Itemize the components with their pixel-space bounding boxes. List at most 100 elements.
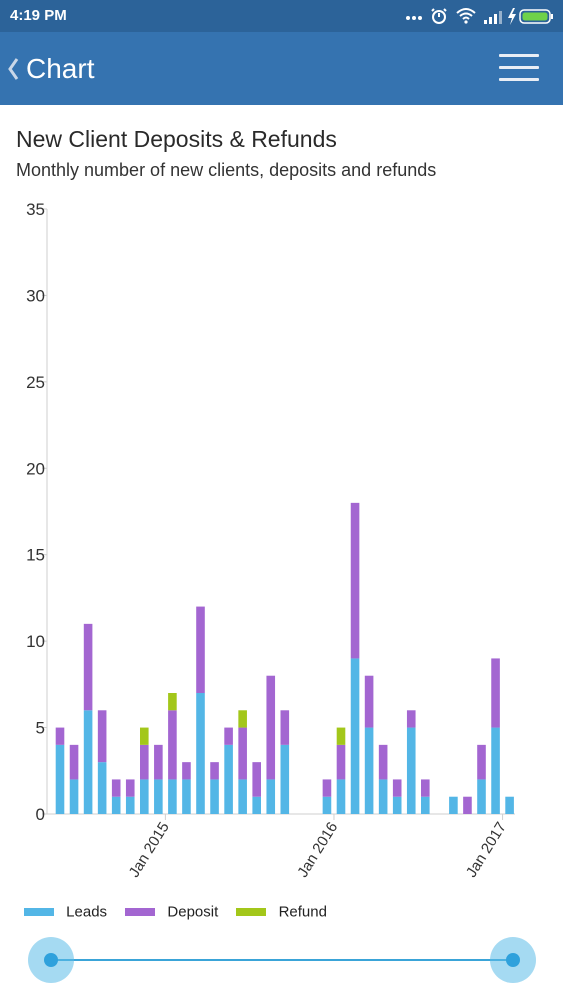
y-tick-label: 20 [26,459,45,478]
charging-icon [508,8,516,25]
bar-segment-deposit[interactable] [266,675,276,780]
bar-segment-deposit[interactable] [392,779,402,797]
y-tick-label: 30 [26,286,45,305]
bar-segment-leads[interactable] [392,796,402,814]
y-tick-label: 15 [26,546,45,565]
y-tick-label: 10 [26,632,45,651]
bar-segment-deposit[interactable] [125,779,135,797]
bar-segment-leads[interactable] [505,796,514,814]
range-start-handle[interactable] [28,937,74,983]
legend-label: Deposit [167,903,219,921]
handle-dot [506,953,520,967]
bar-segment-deposit[interactable] [378,744,388,780]
bar-segment-deposit[interactable] [406,710,416,728]
bar-segment-leads[interactable] [69,779,79,814]
bar-segment-refund[interactable] [336,727,346,745]
bar-segment-refund[interactable] [168,693,177,711]
legend-item-leads[interactable]: Leads [24,903,107,921]
status-icons [405,4,555,28]
legend-swatch-refund [236,908,267,917]
bar-segment-deposit[interactable] [463,796,472,814]
x-tick-label: Jan 2015 [126,819,173,880]
bar-segment-leads[interactable] [210,779,219,814]
bar-segment-leads[interactable] [406,727,416,814]
bar-segment-leads[interactable] [238,779,247,814]
hamburger-menu-icon[interactable] [499,54,539,84]
app-bar: Chart [0,32,563,105]
bar-segment-leads[interactable] [477,779,486,814]
bar-segment-leads[interactable] [266,779,276,814]
bar-segment-leads[interactable] [97,762,107,814]
bar-segment-leads[interactable] [252,796,261,814]
y-tick-label: 35 [26,200,45,219]
bar-segment-leads[interactable] [491,727,500,814]
app-title: Chart [26,53,95,84]
signal-icon [484,11,502,24]
handle-dot [44,953,58,967]
bar-segment-deposit[interactable] [491,658,500,728]
bar-segment-deposit[interactable] [196,606,205,693]
bar-segment-leads[interactable] [364,727,374,814]
bar-segment-leads[interactable] [168,779,177,814]
status-time: 4:19 PM [10,7,67,24]
bar-segment-deposit[interactable] [350,502,360,659]
bar-segment-leads[interactable] [336,779,346,814]
menu-line [499,54,539,57]
bar-segment-leads[interactable] [83,710,93,814]
bar-segment-deposit[interactable] [421,779,430,797]
legend-label: Refund [278,903,327,921]
bar-segment-leads[interactable] [322,796,332,814]
battery-icon [519,9,553,24]
wifi-icon [456,8,476,20]
bar-segment-deposit[interactable] [55,727,65,745]
bar-segment-leads[interactable] [350,658,360,814]
alarm-icon [431,8,447,24]
bar-segment-leads[interactable] [111,796,121,814]
back-chevron-icon[interactable] [6,56,20,82]
range-slider[interactable] [28,936,536,984]
bar-segment-deposit[interactable] [140,744,149,780]
bar-segment-leads[interactable] [421,796,430,814]
bar-segment-deposit[interactable] [336,744,346,780]
bar-segment-leads[interactable] [449,796,458,814]
bar-segment-deposit[interactable] [168,710,177,780]
bar-segment-refund[interactable] [140,727,149,745]
bar-segment-deposit[interactable] [111,779,121,797]
x-tick-label: Jan 2016 [294,819,341,880]
menu-line [499,78,539,81]
legend: Leads Deposit Refund [24,903,341,923]
bar-segment-leads[interactable] [280,744,290,814]
legend-item-deposit[interactable]: Deposit [125,903,218,921]
range-end-handle[interactable] [490,937,536,983]
bar-segment-refund[interactable] [238,710,247,728]
bar-segment-leads[interactable] [182,779,191,814]
bar-segment-deposit[interactable] [477,744,486,780]
bar-segment-deposit[interactable] [364,675,374,728]
bar-segment-leads[interactable] [224,744,233,814]
bar-segment-deposit[interactable] [252,762,261,797]
bar-segment-deposit[interactable] [280,710,290,745]
legend-swatch-deposit [125,908,156,917]
bar-segment-deposit[interactable] [97,710,107,763]
legend-swatch-leads [24,908,54,917]
bar-segment-deposit[interactable] [210,762,219,780]
y-tick-label: 5 [36,719,45,738]
legend-item-refund[interactable]: Refund [236,903,327,921]
y-tick-label: 25 [26,373,45,392]
bar-segment-leads[interactable] [378,779,388,814]
bar-segment-deposit[interactable] [238,727,247,780]
bar-segment-deposit[interactable] [69,744,79,780]
bar-segment-deposit[interactable] [154,744,163,780]
bar-segment-deposit[interactable] [322,779,332,797]
menu-line [499,66,539,69]
bar-segment-leads[interactable] [154,779,163,814]
bar-segment-leads[interactable] [55,744,65,814]
chart-subtitle: Monthly number of new clients, deposits … [16,160,437,180]
bar-segment-leads[interactable] [125,796,135,814]
bar-segment-leads[interactable] [140,779,149,814]
bar-segment-deposit[interactable] [224,727,233,745]
bar-segment-deposit[interactable] [83,623,93,711]
bar-segment-deposit[interactable] [182,762,191,780]
x-tick-label: Jan 2017 [463,819,510,880]
bar-segment-leads[interactable] [196,693,205,814]
